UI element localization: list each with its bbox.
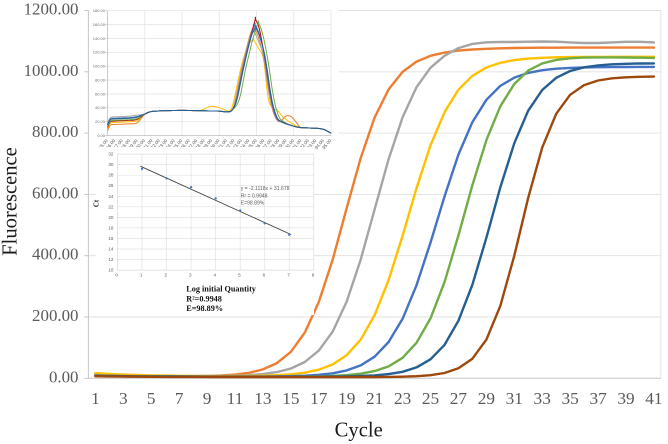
- svg-text:92.00: 92.00: [299, 138, 311, 150]
- svg-text:22: 22: [108, 204, 114, 209]
- svg-text:69.00: 69.00: [127, 138, 139, 150]
- svg-text:75.00: 75.00: [172, 138, 184, 150]
- svg-text:94.00: 94.00: [314, 138, 326, 150]
- svg-text:E=98.89%: E=98.89%: [186, 304, 223, 313]
- svg-text:80.00: 80.00: [209, 138, 221, 150]
- svg-text:12: 12: [108, 257, 114, 262]
- svg-text:13: 13: [254, 389, 271, 408]
- svg-text:21: 21: [366, 389, 383, 408]
- svg-text:Ct: Ct: [92, 199, 100, 207]
- svg-text:76.00: 76.00: [180, 138, 192, 150]
- svg-text:R² = 0.9948: R² = 0.9948: [241, 193, 268, 199]
- svg-text:0.00: 0.00: [49, 367, 79, 386]
- svg-text:71.00: 71.00: [142, 138, 154, 150]
- svg-text:5: 5: [147, 389, 156, 408]
- svg-text:32: 32: [108, 152, 114, 157]
- svg-text:120.00: 120.00: [93, 50, 106, 55]
- svg-text:79.00: 79.00: [202, 138, 214, 150]
- svg-text:91.00: 91.00: [291, 138, 303, 150]
- svg-text:33: 33: [534, 389, 551, 408]
- svg-text:89.00: 89.00: [276, 138, 288, 150]
- svg-text:Cycle: Cycle: [335, 419, 383, 441]
- svg-text:7: 7: [287, 273, 290, 278]
- svg-text:4: 4: [214, 273, 217, 278]
- svg-text:73.00: 73.00: [157, 138, 169, 150]
- svg-text:3: 3: [189, 273, 192, 278]
- svg-text:82.00: 82.00: [224, 138, 236, 150]
- svg-text:1200.00: 1200.00: [24, 0, 79, 19]
- svg-text:41: 41: [645, 389, 662, 408]
- svg-text:90.00: 90.00: [284, 138, 296, 150]
- svg-text:17: 17: [310, 389, 328, 408]
- svg-text:160.00: 160.00: [93, 22, 106, 27]
- svg-text:74.00: 74.00: [165, 138, 177, 150]
- svg-text:8: 8: [312, 273, 315, 278]
- svg-text:19: 19: [338, 389, 355, 408]
- svg-text:37: 37: [589, 389, 607, 408]
- svg-text:100.00: 100.00: [93, 64, 106, 69]
- svg-text:400.00: 400.00: [32, 245, 78, 264]
- svg-text:3: 3: [119, 389, 128, 408]
- svg-text:83.00: 83.00: [232, 138, 244, 150]
- svg-text:39: 39: [617, 389, 634, 408]
- svg-text:40.00: 40.00: [95, 105, 106, 110]
- svg-text:93.00: 93.00: [306, 138, 318, 150]
- svg-text:180.00: 180.00: [93, 8, 106, 13]
- svg-text:67.00: 67.00: [113, 138, 125, 150]
- svg-text:0.00: 0.00: [97, 133, 106, 138]
- svg-text:y = -2.1118x + 31.678: y = -2.1118x + 31.678: [241, 186, 290, 192]
- svg-text:16: 16: [108, 236, 114, 241]
- svg-text:27: 27: [450, 389, 468, 408]
- svg-text:35: 35: [561, 389, 578, 408]
- svg-text:88.00: 88.00: [269, 138, 281, 150]
- svg-text:65.00: 65.00: [98, 138, 110, 150]
- svg-text:200.00: 200.00: [32, 306, 78, 325]
- svg-text:140.00: 140.00: [93, 36, 106, 41]
- svg-text:31: 31: [506, 389, 523, 408]
- svg-text:28: 28: [108, 173, 114, 178]
- svg-text:20: 20: [108, 215, 114, 220]
- svg-text:70.00: 70.00: [135, 138, 147, 150]
- svg-text:1000.00: 1000.00: [24, 61, 79, 80]
- svg-text:84.00: 84.00: [239, 138, 251, 150]
- svg-text:95.00: 95.00: [321, 138, 333, 150]
- svg-text:78.00: 78.00: [194, 138, 206, 150]
- svg-text:86.00: 86.00: [254, 138, 266, 150]
- svg-text:87.00: 87.00: [262, 138, 274, 150]
- svg-text:60.00: 60.00: [95, 91, 106, 96]
- svg-text:72.00: 72.00: [150, 138, 162, 150]
- svg-text:77.00: 77.00: [187, 138, 199, 150]
- svg-text:18: 18: [108, 225, 114, 230]
- svg-text:5: 5: [238, 273, 241, 278]
- svg-text:6: 6: [263, 273, 266, 278]
- svg-text:Log initial Quantity: Log initial Quantity: [186, 285, 257, 294]
- svg-text:24: 24: [108, 194, 114, 199]
- svg-text:80.00: 80.00: [95, 77, 106, 82]
- svg-text:26: 26: [108, 183, 114, 188]
- svg-text:600.00: 600.00: [32, 183, 78, 202]
- svg-text:81.00: 81.00: [217, 138, 229, 150]
- svg-text:1: 1: [140, 273, 143, 278]
- svg-text:1: 1: [91, 389, 100, 408]
- svg-text:68.00: 68.00: [120, 138, 132, 150]
- svg-text:30: 30: [108, 162, 114, 167]
- svg-text:23: 23: [394, 389, 411, 408]
- svg-text:E=98.89%: E=98.89%: [241, 201, 265, 207]
- svg-text:R²=0.9948: R²=0.9948: [186, 294, 222, 303]
- svg-text:85.00: 85.00: [247, 138, 259, 150]
- svg-text:14: 14: [108, 247, 114, 252]
- svg-text:15: 15: [282, 389, 299, 408]
- svg-text:2: 2: [165, 273, 168, 278]
- svg-text:0: 0: [115, 273, 118, 278]
- svg-text:66.00: 66.00: [105, 138, 117, 150]
- svg-text:7: 7: [175, 389, 184, 408]
- svg-text:20.00: 20.00: [95, 119, 106, 124]
- svg-text:9: 9: [203, 389, 212, 408]
- svg-text:10: 10: [108, 268, 114, 273]
- svg-text:25: 25: [422, 389, 439, 408]
- svg-text:11: 11: [227, 389, 244, 408]
- svg-text:29: 29: [478, 389, 495, 408]
- svg-text:800.00: 800.00: [32, 122, 78, 141]
- svg-text:Fluorescence: Fluorescence: [0, 147, 22, 256]
